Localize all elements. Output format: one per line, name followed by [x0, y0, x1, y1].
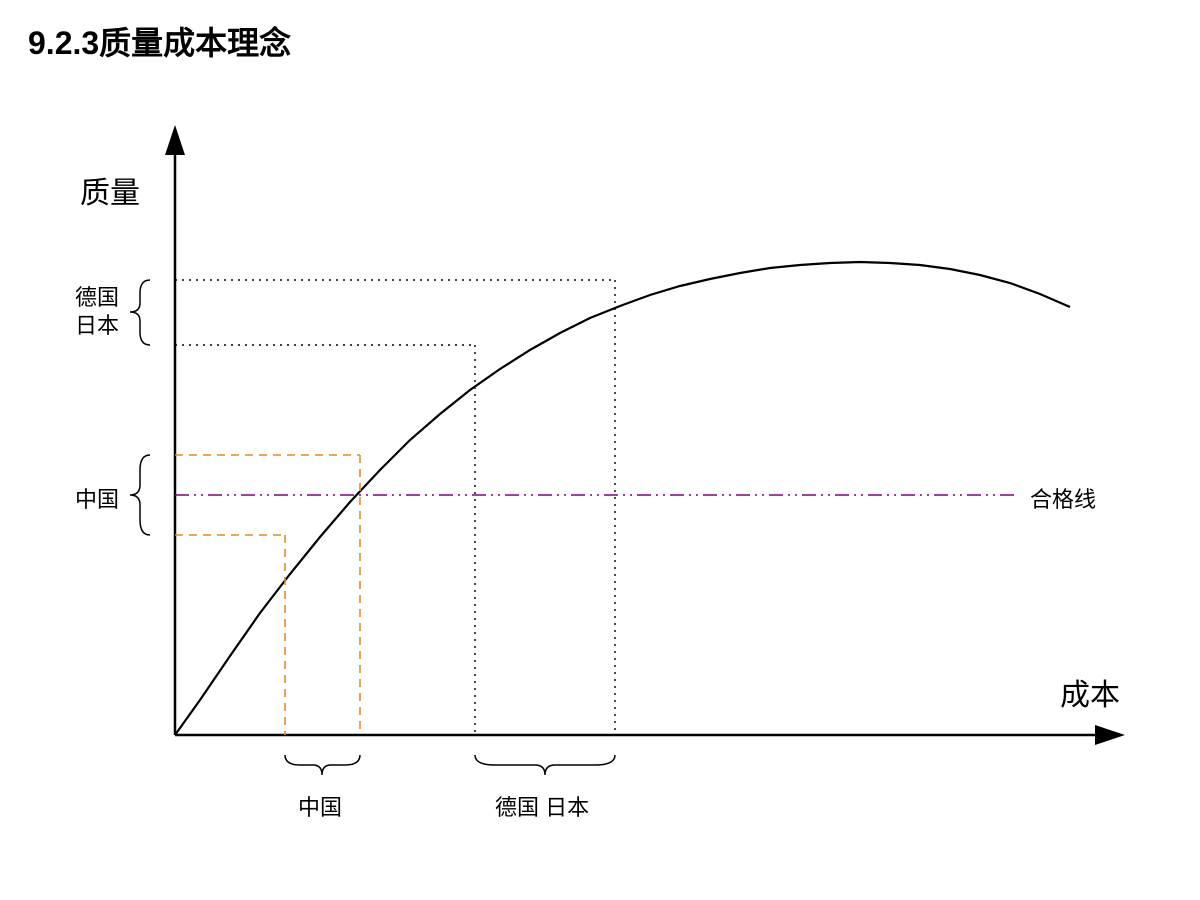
dejp-y-label-2: 日本 [75, 308, 119, 340]
pass-line-label: 合格线 [1030, 482, 1096, 514]
page-title: 9.2.3质量成本理念 [28, 18, 291, 64]
dejp-y-brace [130, 280, 150, 345]
china-y-brace [130, 455, 150, 535]
dejp-x-brace [475, 755, 615, 775]
china-x-label: 中国 [298, 790, 342, 822]
y-axis-label: 质量 [80, 168, 140, 212]
china-y-label: 中国 [75, 482, 119, 514]
dejp-x-label: 德国 日本 [495, 790, 589, 822]
quality-cost-chart [0, 0, 1200, 900]
quality-curve [175, 262, 1070, 735]
x-axis-label: 成本 [1060, 670, 1120, 714]
china-x-brace [285, 755, 360, 775]
